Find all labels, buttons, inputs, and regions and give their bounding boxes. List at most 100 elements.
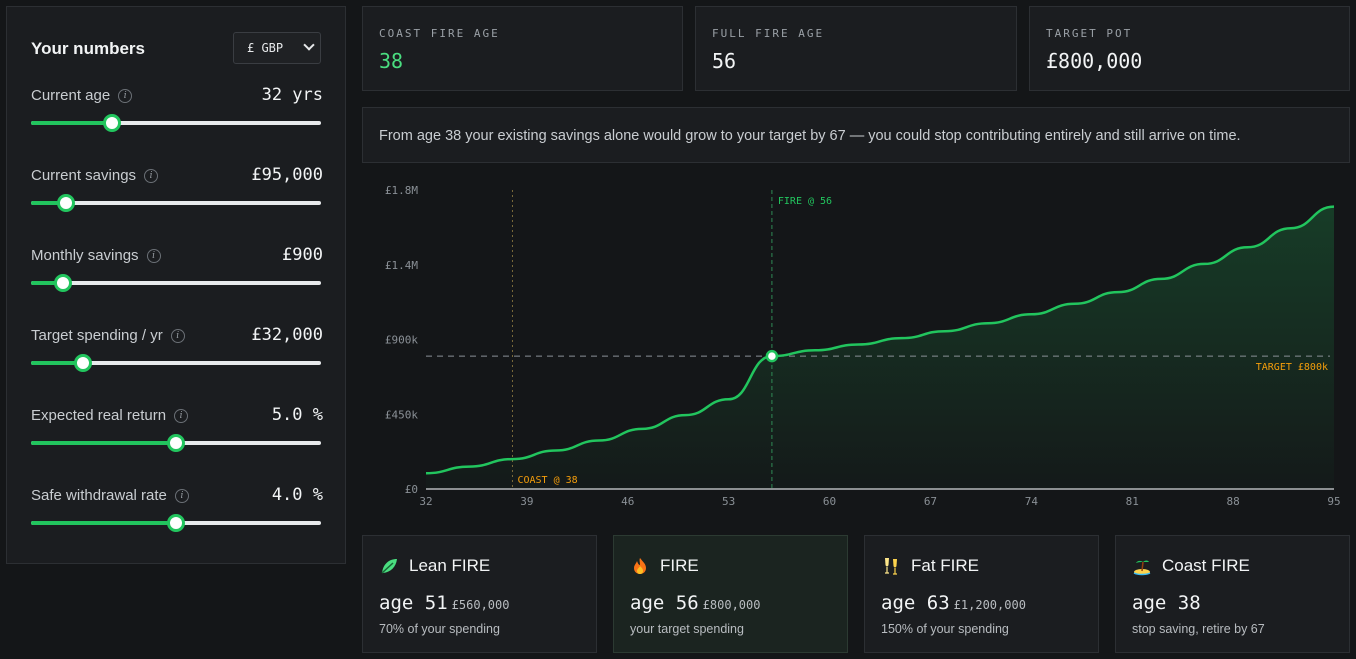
y-tick-label: £450k [385, 408, 418, 421]
card-amount: £560,000 [451, 598, 510, 612]
target-label: TARGET £800k [1256, 362, 1328, 373]
island-icon [1133, 560, 1151, 576]
card-age: 38 [1177, 592, 1201, 614]
card-fat-fire[interactable]: Fat FIRE age 63 £1,200,000 150% of your s… [864, 535, 1099, 653]
slider-fill [31, 201, 66, 205]
field-label: Target spending / yr [31, 327, 163, 344]
coast-note: From age 38 your existing savings alone … [362, 107, 1350, 163]
slider-handle[interactable] [74, 354, 93, 372]
card-fire[interactable]: FIRE age 56 £800,000 your target spending [613, 535, 848, 653]
card-lean-fire[interactable]: Lean FIRE age 51 £560,000 70% of your spe… [362, 535, 597, 653]
currency-value: £ GBP [247, 41, 284, 55]
x-tick-label: 88 [1226, 495, 1239, 508]
stat-label: TARGET POT [1046, 27, 1133, 40]
info-icon[interactable]: i [118, 88, 133, 103]
series-line [425, 205, 1335, 475]
target-spending-slider[interactable] [31, 354, 321, 372]
stat-label: COAST FIRE AGE [379, 27, 500, 40]
stat-full-fire-age: FULL FIRE AGE 56 [695, 6, 1017, 91]
card-age: 56 [675, 592, 699, 614]
current-age-slider[interactable] [31, 114, 321, 132]
age-word: age [630, 592, 665, 614]
fire-point [765, 349, 779, 363]
stat-target-pot: TARGET POT £800,000 [1029, 6, 1350, 91]
card-subtitle: 150% of your spending [881, 622, 1009, 636]
info-icon[interactable]: i [146, 248, 161, 263]
real-return-slider[interactable] [31, 434, 321, 452]
coast-marker-label: COAST @ 38 [517, 475, 577, 486]
x-tick-label: 46 [621, 495, 634, 508]
x-tick-label: 67 [924, 495, 937, 508]
field-real-return: Expected real return i 5.0 % [31, 405, 323, 467]
y-tick-label: £1.4M [385, 259, 418, 272]
stat-value: £800,000 [1046, 49, 1143, 73]
slider-handle[interactable] [167, 514, 185, 532]
info-icon[interactable]: i [174, 408, 189, 423]
monthly-savings-slider[interactable] [31, 274, 321, 292]
field-value: 32 yrs [261, 85, 323, 105]
slider-handle[interactable] [103, 114, 122, 132]
y-tick-label: £900k [385, 334, 418, 347]
card-age: 63 [926, 592, 950, 614]
chart-svg: £1.8M £1.4M £900k £450k £032 39 46 53 60 67 74 81 88… [385, 184, 1341, 508]
fire-marker-label: FIRE @ 56 [778, 196, 832, 207]
card-age: 51 [424, 592, 448, 614]
card-amount: £800,000 [702, 598, 761, 612]
card-subtitle: 70% of your spending [379, 622, 500, 636]
x-tick-label: 74 [1025, 495, 1039, 508]
panel-title: Your numbers [31, 39, 145, 58]
card-title: Fat FIRE [911, 556, 980, 575]
info-icon[interactable]: i [174, 488, 189, 503]
x-tick-label: 81 [1126, 495, 1139, 508]
field-label: Safe withdrawal rate [31, 487, 167, 504]
age-word: age [379, 592, 414, 614]
field-current-age: Current age i 32 yrs [31, 85, 323, 147]
withdrawal-rate-slider[interactable] [31, 514, 321, 532]
slider-fill [31, 281, 63, 285]
x-tick-label: 60 [823, 495, 836, 508]
field-label: Current age [31, 87, 111, 104]
field-monthly-savings: Monthly savings i £900 [31, 245, 323, 307]
card-subtitle: your target spending [630, 622, 744, 636]
projection-chart: £1.8M £1.4M £900k £450k £0 32 39 46 53 60 67 74 81 88… [362, 170, 1350, 520]
field-value: £95,000 [251, 165, 323, 185]
x-tick-label: 53 [722, 495, 735, 508]
currency-select[interactable]: £ GBP [233, 32, 321, 64]
slider-handle[interactable] [167, 434, 185, 452]
stat-coast-fire-age: COAST FIRE AGE 38 [362, 6, 683, 91]
card-coast-fire[interactable]: Coast FIRE age 38 stop saving, retire by… [1115, 535, 1350, 653]
x-tick-label: 39 [520, 495, 533, 508]
slider-handle[interactable] [56, 194, 75, 212]
leaf-icon [381, 559, 397, 574]
inputs-panel: Your numbers £ GBP Current age i 32 yrs C… [6, 6, 346, 564]
slider-handle[interactable] [53, 274, 72, 292]
slider-fill [31, 521, 176, 525]
x-tick-label: 32 [419, 495, 432, 508]
field-target-spending: Target spending / yr i £32,000 [31, 325, 323, 387]
field-value: 5.0 % [271, 405, 323, 425]
info-icon[interactable]: i [170, 328, 185, 343]
flame-icon [634, 558, 646, 574]
field-label: Current savings [31, 167, 137, 184]
stat-value: 38 [379, 49, 404, 73]
card-title: Coast FIRE [1162, 556, 1250, 575]
champagne-icon [885, 558, 897, 575]
stat-label: FULL FIRE AGE [712, 27, 825, 40]
x-tick-label: 95 [1327, 495, 1340, 508]
y-tick-label: £0 [405, 483, 418, 496]
field-current-savings: Current savings i £95,000 [31, 165, 323, 227]
info-icon[interactable]: i [144, 168, 159, 183]
card-amount: £1,200,000 [953, 598, 1026, 612]
field-value: £32,000 [251, 325, 323, 345]
y-tick-label: £1.8M [385, 184, 418, 197]
field-value: 4.0 % [271, 485, 323, 505]
age-word: age [881, 592, 916, 614]
field-value: £900 [282, 245, 323, 265]
chevron-down-icon [303, 39, 315, 51]
current-savings-slider[interactable] [31, 194, 321, 212]
slider-fill [31, 121, 113, 125]
stat-value: 56 [712, 49, 737, 73]
field-withdrawal-rate: Safe withdrawal rate i 4.0 % [31, 485, 323, 547]
series-area [426, 206, 1334, 489]
card-subtitle: stop saving, retire by 67 [1132, 622, 1265, 636]
